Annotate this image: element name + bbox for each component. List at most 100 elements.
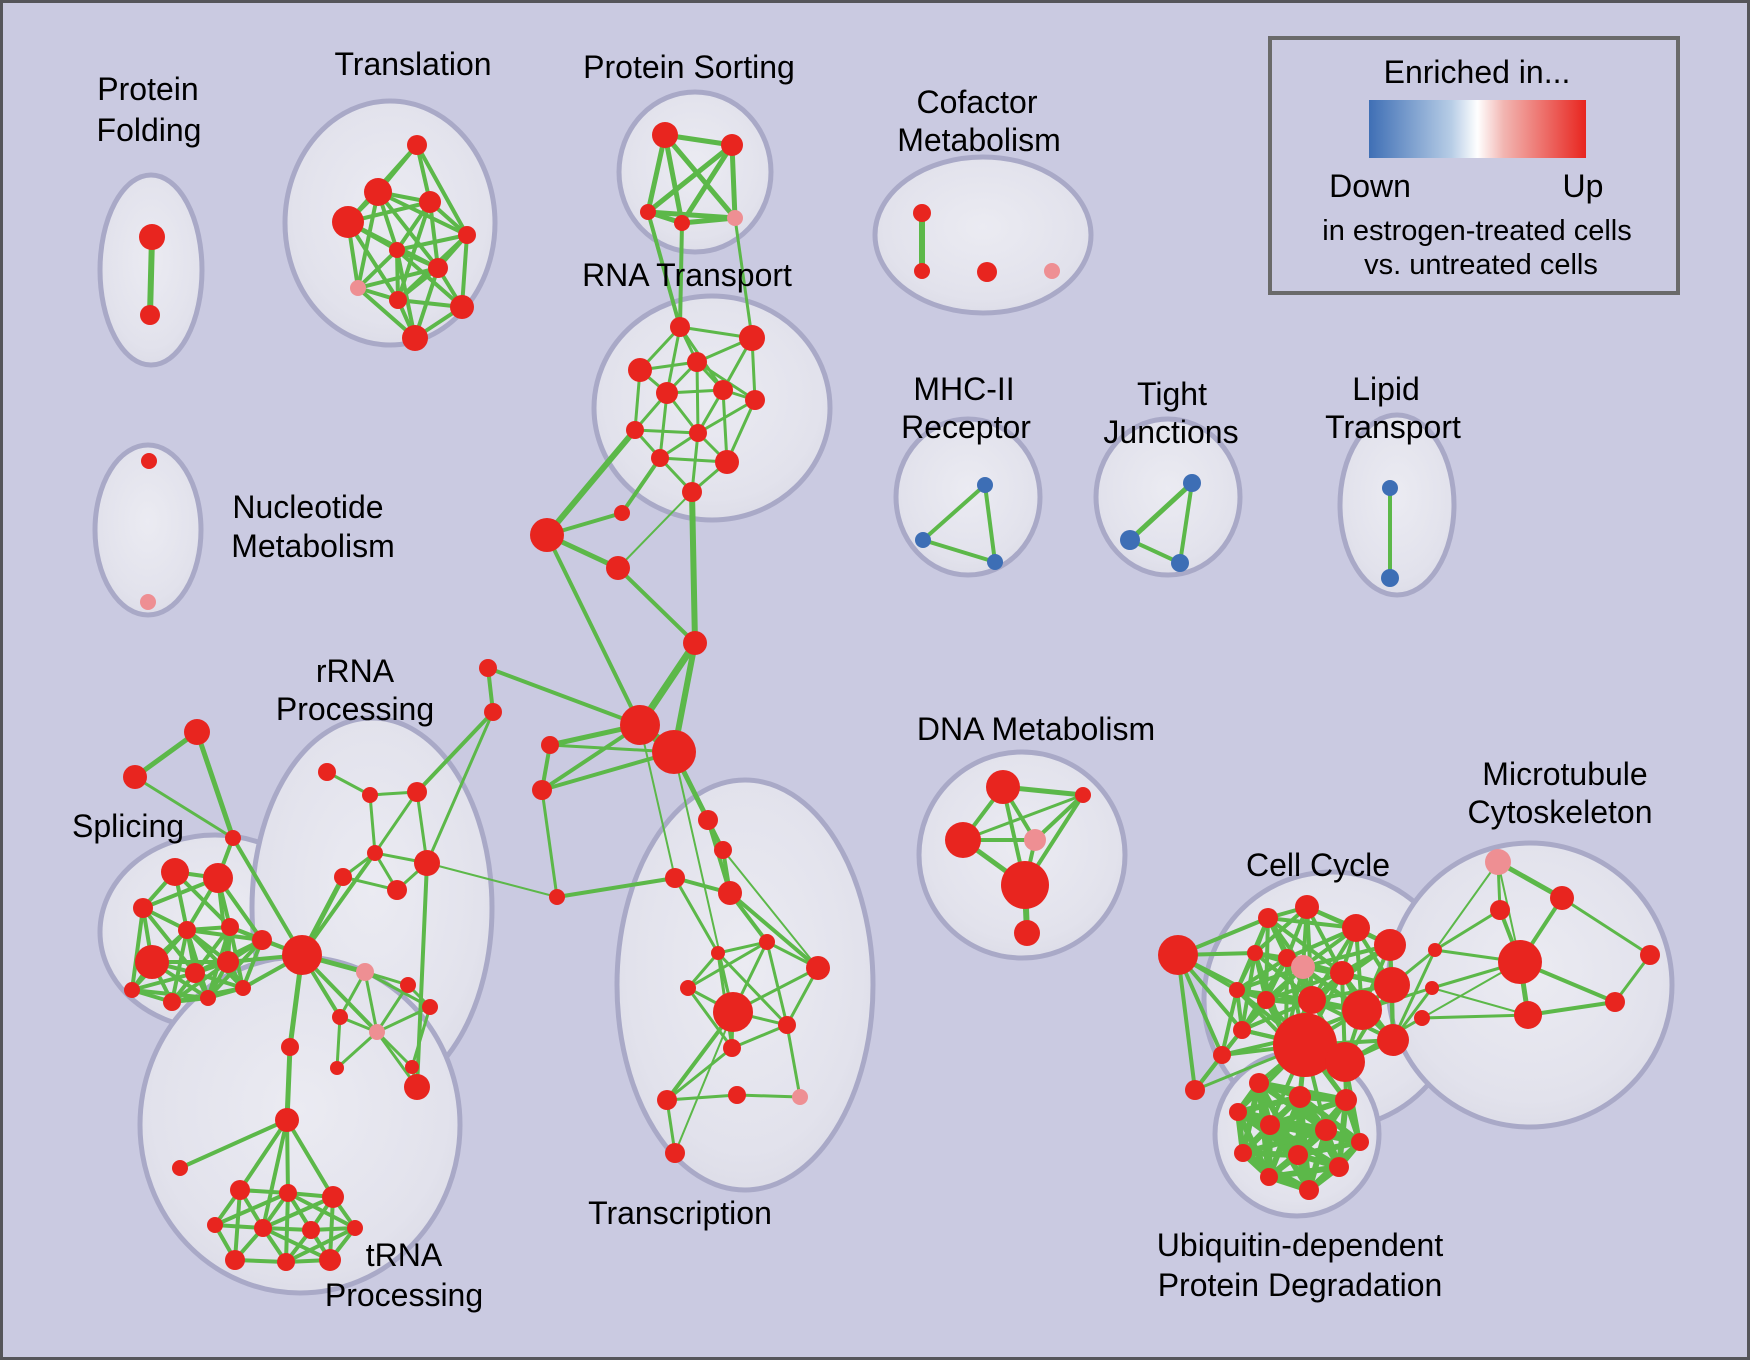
node-rr11 [332, 1009, 348, 1025]
edge-rt7-rt9 [696, 398, 757, 435]
node-mh1 [977, 477, 993, 493]
node-ub2 [1289, 1086, 1311, 1108]
node-cc5 [1247, 945, 1263, 961]
node-sp5 [221, 918, 239, 936]
node-t2 [711, 946, 725, 960]
cluster-label-dna-metabolism-0: DNA Metabolism [917, 711, 1155, 747]
edge-sp4-sp11 [170, 928, 189, 1004]
cluster-label-cell-cycle-0: Cell Cycle [1246, 847, 1390, 883]
cluster-label-splicing-0: Splicing [72, 808, 184, 844]
node-rr6 [387, 880, 407, 900]
edge-rt10-bx0 [620, 456, 662, 515]
edge-bx1-hubB [545, 533, 642, 727]
edge-rr8-rr12 [363, 970, 379, 1034]
node-cc12 [1342, 990, 1382, 1030]
edge-mh1-mh2 [921, 483, 987, 542]
node-tj2 [1120, 530, 1140, 550]
node-t8 [657, 1090, 677, 1110]
cluster-label-rrna-processing-1: Processing [276, 691, 434, 727]
edge-t8-t9 [665, 1093, 739, 1102]
edge-tl5-tl10 [460, 233, 469, 309]
node-rt2 [739, 325, 765, 351]
cluster-label-mhc-ii-receptor-0: MHC-II [913, 371, 1014, 407]
node-tr5 [254, 1219, 272, 1237]
node-rt1 [670, 317, 690, 337]
node-rr5 [334, 868, 352, 886]
node-sp11 [163, 993, 181, 1011]
edge-ccb1-mt2 [1433, 908, 1502, 952]
node-tl11 [402, 325, 428, 351]
node-t1 [759, 934, 775, 950]
edge-tl3-tl7 [428, 200, 440, 270]
node-ub12 [1299, 1180, 1319, 1200]
node-t3 [806, 956, 830, 980]
edge-dm2-dm3 [961, 793, 1085, 842]
node-tl7 [428, 258, 448, 278]
node-rr4 [367, 845, 383, 861]
cluster-ellipse-cofactor-metabolism [872, 154, 1094, 316]
cluster-label-ubiquitin-degradation-1: Protein Degradation [1158, 1267, 1443, 1303]
edge-rr12-rr14 [335, 1030, 379, 1070]
node-rr2 [362, 787, 378, 803]
node-sp10 [124, 982, 140, 998]
node-tr2 [279, 1184, 297, 1202]
node-pf1 [139, 224, 165, 250]
node-dm3 [945, 822, 981, 858]
node-ub1 [1249, 1073, 1269, 1093]
node-ps4 [674, 215, 690, 231]
edge-tr3-tr5 [261, 1195, 335, 1230]
node-sp9 [252, 930, 272, 950]
node-ps2 [721, 134, 743, 156]
node-hubB [620, 705, 660, 745]
node-rt5 [713, 380, 733, 400]
node-tl8 [350, 280, 366, 296]
node-rt10 [651, 449, 669, 467]
edge-T1-S0 [194, 729, 236, 841]
node-cA [683, 631, 707, 655]
legend-box [1268, 36, 1680, 295]
cluster-label-trna-processing-0: tRNA [366, 1237, 443, 1273]
node-dm2 [1075, 787, 1091, 803]
edge-rr16-tr0 [284, 1044, 293, 1123]
cluster-label-protein-sorting-0: Protein Sorting [583, 49, 795, 85]
edge-ub6-ub8 [1240, 1127, 1329, 1156]
node-sp3 [133, 898, 153, 918]
node-ccP [1291, 955, 1315, 979]
edge-cc15-ccb1 [1391, 948, 1437, 1042]
edge-rt1-rt6 [665, 325, 682, 395]
cluster-label-translation-0: Translation [334, 46, 491, 82]
edge-ps1-ps4 [662, 132, 685, 226]
node-sp13 [235, 980, 251, 996]
node-ccL [1158, 935, 1198, 975]
node-rt3 [687, 352, 707, 372]
edge-t1-t2 [716, 940, 769, 955]
edge-m2-t3 [722, 849, 819, 969]
node-ccb2 [1425, 981, 1439, 995]
node-mh3 [987, 554, 1003, 570]
node-T2 [123, 765, 147, 789]
cluster-label-transcription-0: Transcription [588, 1195, 772, 1231]
node-sp7 [185, 963, 205, 983]
edge-ccL-cc17 [1176, 953, 1197, 1092]
edge-HUB-rr4 [300, 851, 377, 957]
node-ub3 [1335, 1089, 1357, 1111]
node-triso [172, 1160, 188, 1176]
edge-tl7-tl8 [356, 266, 440, 290]
edge-tl2-tl8 [356, 190, 380, 290]
node-ub11 [1260, 1168, 1278, 1186]
node-mt1 [1550, 886, 1574, 910]
node-ps3 [640, 204, 656, 220]
node-rr13 [405, 1060, 419, 1074]
node-t5 [713, 992, 753, 1032]
edge-sp7-sp10 [130, 971, 197, 992]
node-mt6 [1640, 945, 1660, 965]
node-bx0 [614, 505, 630, 521]
node-t7 [723, 1039, 741, 1057]
node-cc9 [1229, 982, 1245, 998]
edge-cc3-cc11 [1310, 926, 1358, 1002]
node-cB2 [484, 703, 502, 721]
edge-tl2-tl7 [376, 190, 440, 270]
node-bx1 [530, 518, 564, 552]
node-dm1 [986, 770, 1020, 804]
